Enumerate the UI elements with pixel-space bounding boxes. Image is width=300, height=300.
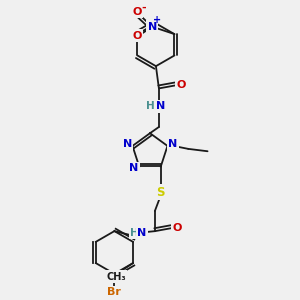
Text: O: O (176, 80, 186, 90)
Text: O: O (172, 223, 182, 233)
Text: N: N (148, 22, 157, 32)
Text: O: O (133, 7, 142, 17)
Text: N: N (156, 101, 165, 111)
Text: +: + (153, 15, 161, 25)
Text: N: N (122, 140, 132, 149)
Text: H: H (146, 101, 155, 111)
Text: N: N (168, 140, 178, 149)
Text: CH₃: CH₃ (106, 272, 126, 281)
Text: N: N (129, 163, 139, 173)
Text: H: H (130, 228, 139, 238)
Text: S: S (157, 186, 165, 199)
Text: -: - (142, 3, 146, 13)
Text: Br: Br (107, 287, 121, 297)
Text: N: N (137, 228, 147, 238)
Text: O: O (132, 31, 141, 40)
